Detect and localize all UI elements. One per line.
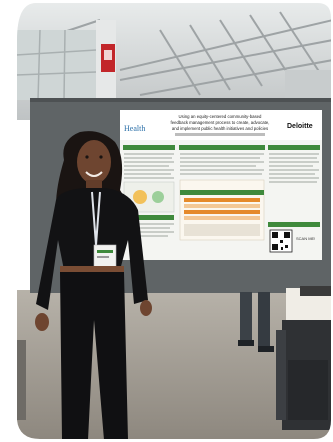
poster-logo-right: Deloitte <box>287 123 313 130</box>
research-poster: Health Deloitte Using an equity-centered… <box>120 110 322 260</box>
poster-logo-left: Health <box>124 124 145 133</box>
table-and-chair <box>276 286 332 430</box>
poster-title-line3: and implement public health initiatives … <box>172 126 268 131</box>
roof-trusses <box>29 11 332 96</box>
background-person <box>238 292 274 352</box>
qr-caption: SCAN ME! <box>296 236 315 241</box>
presenter <box>35 131 152 440</box>
poster-title-line2: feedback management process to create, a… <box>171 120 270 125</box>
poster-title-line1: Using an equity-centered community-based <box>179 114 262 119</box>
